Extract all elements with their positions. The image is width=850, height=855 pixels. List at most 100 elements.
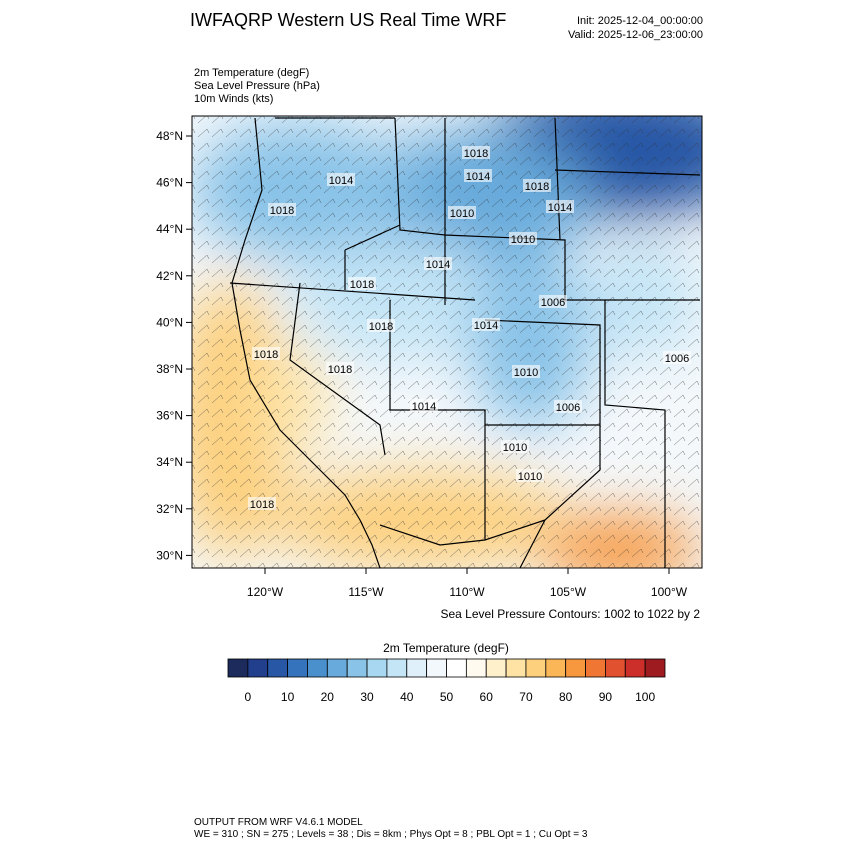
contour-label: 1018 <box>270 205 294 217</box>
contour-label: 1006 <box>541 297 565 309</box>
title: IWFAQRP Western US Real Time WRF <box>190 10 506 30</box>
colorbar-swatch <box>624 658 646 678</box>
lat-label: 36°N <box>156 409 183 423</box>
contour-label: 1014 <box>466 171 490 183</box>
contour-label: 1010 <box>514 367 538 379</box>
colorbar-label: 80 <box>559 690 573 704</box>
colorbar-swatch <box>247 658 269 678</box>
field-label: 10m Winds (kts) <box>194 93 273 105</box>
lat-label: 40°N <box>156 315 183 329</box>
lat-label: 30°N <box>156 548 183 562</box>
contour-label: 1018 <box>254 349 278 361</box>
contour-label-box <box>252 347 280 360</box>
contour-label-box <box>464 169 492 182</box>
contour-label: 1014 <box>426 259 450 271</box>
contour-label: 1006 <box>556 402 580 414</box>
contour-label-box <box>512 365 540 378</box>
contour-label-box <box>462 146 490 159</box>
lon-label: 110°W <box>449 585 485 599</box>
lon-label: 105°W <box>550 585 587 599</box>
contour-note: Sea Level Pressure Contours: 1002 to 102… <box>441 607 701 621</box>
contour-label-box <box>326 362 354 375</box>
contour-label-box <box>448 206 476 219</box>
colorbar-label: 20 <box>321 690 335 704</box>
contour-label: 1018 <box>464 148 488 160</box>
colorbar-label: 30 <box>360 690 374 704</box>
colorbar-swatch <box>565 658 586 678</box>
contour-label-box <box>424 257 452 270</box>
lat-label: 34°N <box>156 455 183 469</box>
contour-label: 1010 <box>518 471 542 483</box>
colorbar-label: 10 <box>281 690 295 704</box>
contour-label-box <box>539 295 567 308</box>
contour-label: 1018 <box>250 499 274 511</box>
contour-label: 1014 <box>474 320 498 332</box>
contour-label-box <box>509 232 537 245</box>
init-time: Init: 2025-12-04_00:00:00 <box>577 15 703 27</box>
contour-label-box <box>367 319 395 332</box>
field-label: 2m Temperature (degF) <box>194 67 309 79</box>
colorbar-label: 70 <box>519 690 533 704</box>
lat-label: 44°N <box>156 222 183 236</box>
contour-label: 1006 <box>665 353 689 365</box>
field-label: Sea Level Pressure (hPa) <box>194 80 320 92</box>
colorbar-swatch <box>585 658 606 678</box>
colorbar-swatch <box>366 658 388 678</box>
colorbar-swatch <box>326 658 348 678</box>
contour-label-box <box>248 497 276 510</box>
valid-time: Valid: 2025-12-06_23:00:00 <box>568 29 703 41</box>
colorbar-label: 90 <box>599 690 613 704</box>
colorbar-label: 60 <box>480 690 494 704</box>
lat-label: 38°N <box>156 362 183 376</box>
lat-label: 42°N <box>156 269 183 283</box>
colorbar-label: 0 <box>245 690 252 704</box>
colorbar-swatch <box>446 658 467 678</box>
colorbar-swatch <box>287 658 308 678</box>
contour-label-box <box>663 351 691 364</box>
contour-label: 1010 <box>511 234 535 246</box>
lon-label: 100°W <box>651 585 688 599</box>
lat-label: 46°N <box>156 176 183 190</box>
contour-label-box <box>554 400 582 413</box>
contour-label-box <box>472 318 500 331</box>
colorbar-title: 2m Temperature (degF) <box>383 641 509 655</box>
colorbar-swatch <box>346 658 368 678</box>
colorbar-swatch <box>485 658 507 678</box>
colorbar-label: 100 <box>635 690 655 704</box>
contour-label-box <box>516 469 544 482</box>
colorbar-swatch <box>227 658 249 678</box>
contour-label: 1018 <box>328 364 352 376</box>
contour-label-box <box>546 200 574 213</box>
contour-label: 1014 <box>329 175 353 187</box>
contour-label-box <box>327 173 355 186</box>
lon-label: 115°W <box>348 585 384 599</box>
map-frame <box>191 115 703 569</box>
contour-label: 1018 <box>369 321 393 333</box>
colorbar-swatch <box>386 658 408 678</box>
colorbar-swatch <box>406 658 428 678</box>
lon-label: 120°W <box>247 585 284 599</box>
colorbar-label: 40 <box>400 690 414 704</box>
colorbar-swatch <box>426 658 447 678</box>
colorbar-swatch <box>545 658 567 678</box>
footer: WE = 310 ; SN = 275 ; Levels = 38 ; Dis … <box>194 829 588 840</box>
contour-label-box <box>348 277 376 290</box>
colorbar-swatch <box>465 658 487 678</box>
contour-label: 1014 <box>412 401 436 413</box>
colorbar-label: 50 <box>440 690 454 704</box>
contour-label: 1018 <box>350 279 374 291</box>
colorbar-swatch <box>267 658 288 678</box>
lat-label: 32°N <box>156 502 183 516</box>
colorbar-swatch <box>644 658 666 678</box>
contour-label-box <box>410 399 438 412</box>
colorbar-swatch <box>605 658 626 678</box>
colorbar-swatch <box>505 658 527 678</box>
colorbar-swatch <box>525 658 547 678</box>
lat-label: 48°N <box>156 129 183 143</box>
contour-label-box <box>268 203 296 216</box>
contour-label-box <box>523 179 551 192</box>
contour-label: 1010 <box>503 442 527 454</box>
contour-label: 1014 <box>548 202 572 214</box>
colorbar-swatch <box>307 658 328 678</box>
